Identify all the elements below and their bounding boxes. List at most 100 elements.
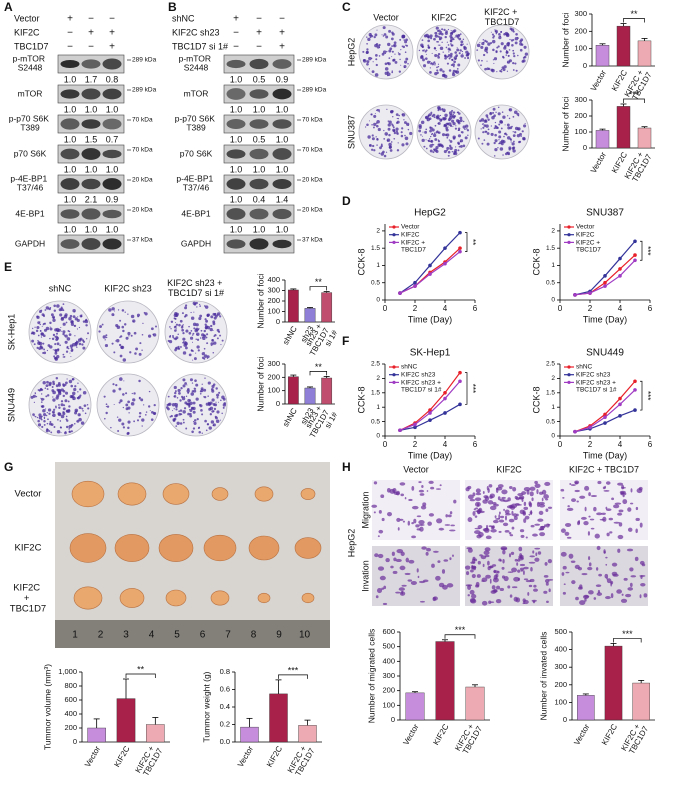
bar <box>435 641 455 721</box>
colony <box>401 34 405 39</box>
cell <box>381 517 385 522</box>
colony <box>118 418 122 422</box>
colony <box>184 306 188 310</box>
cell <box>520 534 525 538</box>
quantification: 1.0 <box>253 164 266 174</box>
colony <box>500 30 503 33</box>
colony <box>150 418 154 421</box>
colony <box>177 388 181 393</box>
significance-label: ** <box>468 239 477 245</box>
cell <box>588 492 591 497</box>
colony <box>454 148 458 153</box>
colony <box>115 323 119 328</box>
colony <box>47 418 49 421</box>
cell <box>392 570 398 574</box>
colony <box>40 309 43 312</box>
legend-marker <box>567 373 571 377</box>
colony <box>510 39 514 42</box>
colony <box>501 142 504 146</box>
colony <box>189 412 192 416</box>
cell <box>499 587 505 591</box>
y-tick-label: 0.5 <box>546 418 555 425</box>
colony <box>441 133 446 137</box>
x-axis-label: Time (Day) <box>408 314 452 324</box>
colony <box>476 43 481 48</box>
colony <box>375 63 378 67</box>
cell <box>523 501 527 507</box>
cell <box>509 594 513 598</box>
cell <box>398 587 405 591</box>
colony <box>192 322 197 327</box>
colony <box>506 70 509 72</box>
cell <box>576 500 579 503</box>
colony <box>37 340 39 342</box>
colony <box>403 65 407 69</box>
cell <box>482 499 488 504</box>
colony <box>190 406 194 410</box>
colony <box>481 59 483 62</box>
cell <box>595 584 602 588</box>
cell <box>539 532 546 537</box>
colony <box>444 55 447 57</box>
colony <box>182 337 186 341</box>
cell <box>483 527 490 533</box>
colony <box>514 36 519 41</box>
colony <box>58 308 62 312</box>
colony <box>393 41 397 45</box>
colony <box>427 46 431 49</box>
colony <box>455 70 460 74</box>
ruler-number: 10 <box>299 630 311 641</box>
cell <box>510 551 515 555</box>
cell <box>467 494 474 500</box>
blot-band <box>81 148 101 160</box>
cell <box>416 528 421 531</box>
cell <box>618 522 623 527</box>
transwell-image <box>372 480 460 540</box>
cell <box>583 520 589 526</box>
colony <box>68 379 73 384</box>
colony <box>375 43 379 46</box>
point <box>633 379 637 384</box>
quantification: 0.5 <box>253 134 266 144</box>
colony <box>175 322 177 324</box>
cell <box>467 594 470 597</box>
cell <box>544 481 551 486</box>
y-tick-label: 0.5 <box>371 418 380 425</box>
cell <box>511 510 514 516</box>
colony <box>459 116 463 120</box>
text-line: KIF2C sh23 + <box>401 379 443 386</box>
colony <box>68 428 70 430</box>
x-tick-label: 0 <box>558 304 563 313</box>
colony <box>39 321 41 323</box>
colony <box>491 39 496 44</box>
cell <box>475 488 481 494</box>
colony <box>203 396 205 398</box>
x-tick-label: 2 <box>588 304 593 313</box>
colony <box>490 132 494 136</box>
blot-row-label: p70 S6K <box>14 148 47 158</box>
colony <box>142 322 144 325</box>
colony <box>198 328 200 330</box>
blot-band <box>102 58 122 70</box>
colony <box>209 401 213 405</box>
cell <box>477 525 483 529</box>
colony <box>182 340 184 342</box>
quantification: 1.0 <box>230 74 243 84</box>
colony <box>212 320 216 324</box>
colony <box>512 30 515 33</box>
condition-label: KIF2C sh23 <box>172 27 220 37</box>
row-label: Vector <box>15 489 42 500</box>
y-tick-label: 200 <box>267 372 280 381</box>
bar <box>287 376 299 405</box>
cell <box>378 529 384 534</box>
colony <box>428 138 431 140</box>
colony <box>221 395 225 400</box>
colony <box>387 72 391 77</box>
row-label: KIF2C <box>15 543 42 554</box>
cell <box>523 566 529 570</box>
cell <box>467 517 473 523</box>
cell <box>502 549 506 555</box>
colony <box>30 332 33 335</box>
colony <box>35 329 39 333</box>
colony <box>147 405 151 408</box>
